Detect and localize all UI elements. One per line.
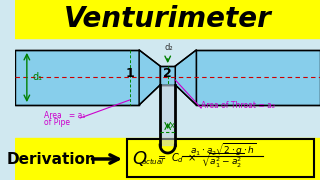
Polygon shape xyxy=(175,50,196,105)
Text: Venturimeter: Venturimeter xyxy=(64,5,272,33)
Text: d₁: d₁ xyxy=(33,72,43,82)
Text: Area of Throat = a₂: Area of Throat = a₂ xyxy=(201,101,275,110)
Text: d₂: d₂ xyxy=(165,43,173,52)
Bar xyxy=(15,50,139,105)
Text: 2: 2 xyxy=(163,66,172,80)
Text: $a_1 \cdot a_2 \sqrt{2 \cdot g \cdot h}$: $a_1 \cdot a_2 \sqrt{2 \cdot g \cdot h}$ xyxy=(189,142,256,158)
Text: Area   = a₁: Area = a₁ xyxy=(44,111,85,120)
Polygon shape xyxy=(139,50,160,105)
Text: x: x xyxy=(170,122,175,130)
Text: $\sqrt{a_1^2 - a_2^2}$: $\sqrt{a_1^2 - a_2^2}$ xyxy=(201,152,244,170)
Text: 1: 1 xyxy=(125,66,134,80)
Text: $actual$: $actual$ xyxy=(141,156,164,166)
FancyBboxPatch shape xyxy=(127,139,314,177)
Text: Derivation: Derivation xyxy=(7,152,96,167)
Bar xyxy=(160,66,175,85)
Text: $Q$: $Q$ xyxy=(132,148,147,168)
Bar xyxy=(15,38,320,138)
Bar xyxy=(15,0,320,38)
Text: $= \ C_d \ \times$: $= \ C_d \ \times$ xyxy=(156,151,197,165)
Text: of Pipe: of Pipe xyxy=(44,118,70,127)
Bar xyxy=(15,138,320,180)
Bar xyxy=(196,50,320,105)
